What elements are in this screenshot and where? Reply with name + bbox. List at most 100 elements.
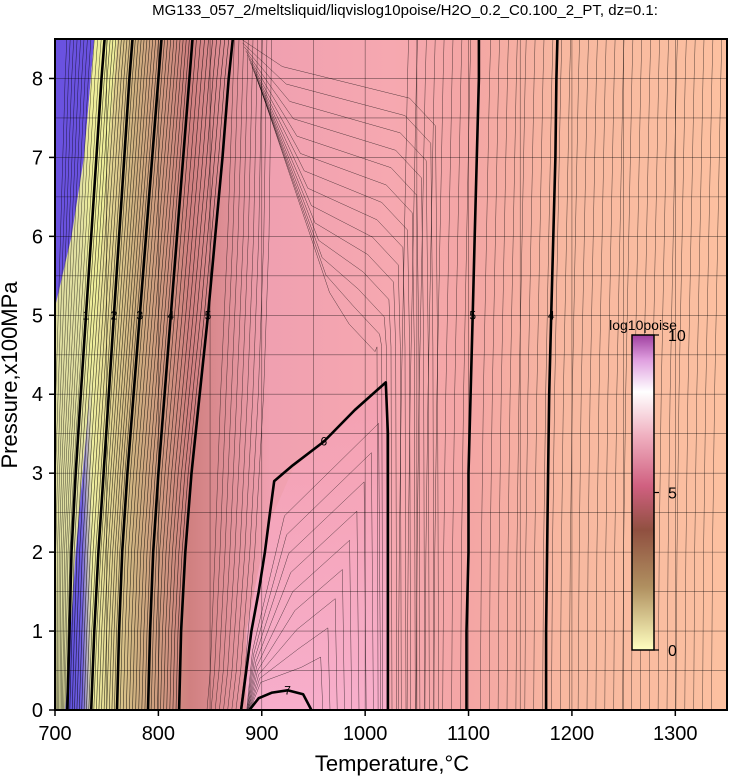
minor-contour — [126, 39, 172, 710]
contour-level-5 — [177, 39, 235, 710]
minor-contour — [63, 39, 95, 710]
minor-contour — [244, 46, 430, 710]
minor-contour — [141, 39, 187, 710]
x-tick-label: 800 — [142, 723, 175, 745]
y-tick-label: 4 — [32, 384, 43, 406]
major-contours: 1 2 3 4 5 6 7 5 4 — [66, 39, 559, 710]
minor-contour — [74, 39, 114, 710]
x-tick-label: 900 — [245, 723, 278, 745]
low-viscosity-region — [55, 39, 95, 308]
colorbar: log10poise 0 5 10 — [609, 317, 686, 660]
y-tick-label: 7 — [32, 147, 43, 169]
x-tick-label: 1000 — [343, 723, 388, 745]
contour-level-1 — [66, 39, 106, 710]
minor-contour — [163, 39, 213, 710]
minor-contour — [96, 39, 139, 710]
minor-contour — [65, 39, 102, 710]
minor-contour — [129, 39, 175, 710]
minor-contour — [253, 70, 402, 710]
colorbar-tick-label: 5 — [668, 486, 677, 503]
contour-label: 3 — [136, 308, 143, 322]
minor-contour — [153, 39, 201, 710]
minor-contour — [249, 656, 324, 710]
minor-contour — [114, 39, 159, 710]
minor-contour — [254, 74, 397, 710]
minor-contour — [62, 39, 92, 710]
minor-contour — [144, 39, 190, 710]
plot-frame — [54, 38, 728, 711]
minor-contour — [172, 39, 226, 710]
colorbar-tick-label: 10 — [668, 328, 686, 345]
x-tick-label: 700 — [38, 723, 71, 745]
minor-contour — [175, 39, 230, 710]
minor-contour — [248, 568, 345, 710]
y-axis: 0 1 2 3 4 5 6 7 8 — [32, 68, 55, 722]
contour-label: 4 — [167, 308, 174, 322]
contour-level-3 — [115, 39, 163, 710]
y-tick-label: 3 — [32, 463, 43, 485]
y-tick-label: 2 — [32, 542, 43, 564]
y-tick-label: 1 — [32, 621, 43, 643]
colorbar-tick-label: 0 — [668, 643, 677, 660]
minor-contour — [98, 39, 142, 710]
minor-contour — [247, 481, 367, 710]
high-viscosity-region — [246, 382, 388, 710]
minor-contour — [55, 39, 71, 710]
y-tick-label: 6 — [32, 226, 43, 248]
minor-contour — [111, 39, 156, 710]
minor-contour — [251, 66, 407, 710]
minor-contour — [122, 39, 168, 710]
minor-contour — [248, 598, 338, 710]
contour-label: 5 — [205, 308, 212, 322]
minor-contour — [88, 39, 130, 710]
minor-contour — [93, 39, 136, 710]
contour-level-4 — [544, 39, 559, 710]
minor-contour — [249, 627, 331, 710]
x-tick-label: 1200 — [550, 723, 595, 745]
contour-label: 2 — [111, 308, 118, 322]
x-tick-label: 1100 — [447, 723, 490, 745]
minor-contour — [256, 78, 393, 710]
minor-contour — [64, 39, 98, 710]
x-axis: 700 800 900 1000 1100 1200 1300 — [38, 710, 698, 745]
minor-contour — [160, 39, 209, 710]
chart-title: MG133_057_2/meltsliquid/liqvislog10poise… — [152, 2, 658, 19]
minor-contour — [248, 58, 416, 710]
minor-contour — [69, 39, 108, 710]
colorbar-scale — [631, 334, 655, 651]
minor-contour — [71, 39, 111, 710]
plot-area: 1 2 3 4 5 6 7 5 4 — [54, 38, 728, 711]
colorbar-ticks: 0 5 10 — [654, 328, 686, 660]
minor-contour — [57, 39, 78, 710]
minor-contour — [83, 39, 125, 710]
colorbar-label: log10poise — [609, 317, 677, 333]
minor-contour — [250, 62, 411, 710]
minor-contour — [150, 39, 197, 710]
minor-contour — [259, 86, 383, 710]
contour-level-6 — [239, 381, 390, 710]
contour-label: 7 — [284, 683, 291, 697]
minor-contour — [169, 39, 221, 710]
minor-contour — [60, 39, 88, 710]
minor-contour — [103, 39, 148, 710]
x-tick-label: 1300 — [653, 723, 698, 745]
contour-label: 6 — [320, 435, 327, 449]
y-tick-label: 5 — [32, 305, 43, 327]
minor-contour — [132, 39, 178, 710]
minor-contour — [86, 39, 128, 710]
minor-contour — [79, 39, 119, 710]
minor-contour — [58, 39, 81, 710]
contour-level-7 — [248, 689, 313, 710]
contour-label: 5 — [469, 308, 476, 322]
minor-contour — [109, 39, 154, 710]
minor-contour — [245, 50, 425, 710]
minor-contour — [59, 39, 85, 710]
minor-contour — [101, 39, 145, 710]
minor-contour — [157, 39, 205, 710]
minor-contour — [76, 39, 117, 710]
minor-contour — [55, 39, 68, 432]
minor-contour — [81, 39, 122, 710]
contour-level-5 — [465, 39, 481, 710]
contour-level-2 — [89, 39, 134, 710]
